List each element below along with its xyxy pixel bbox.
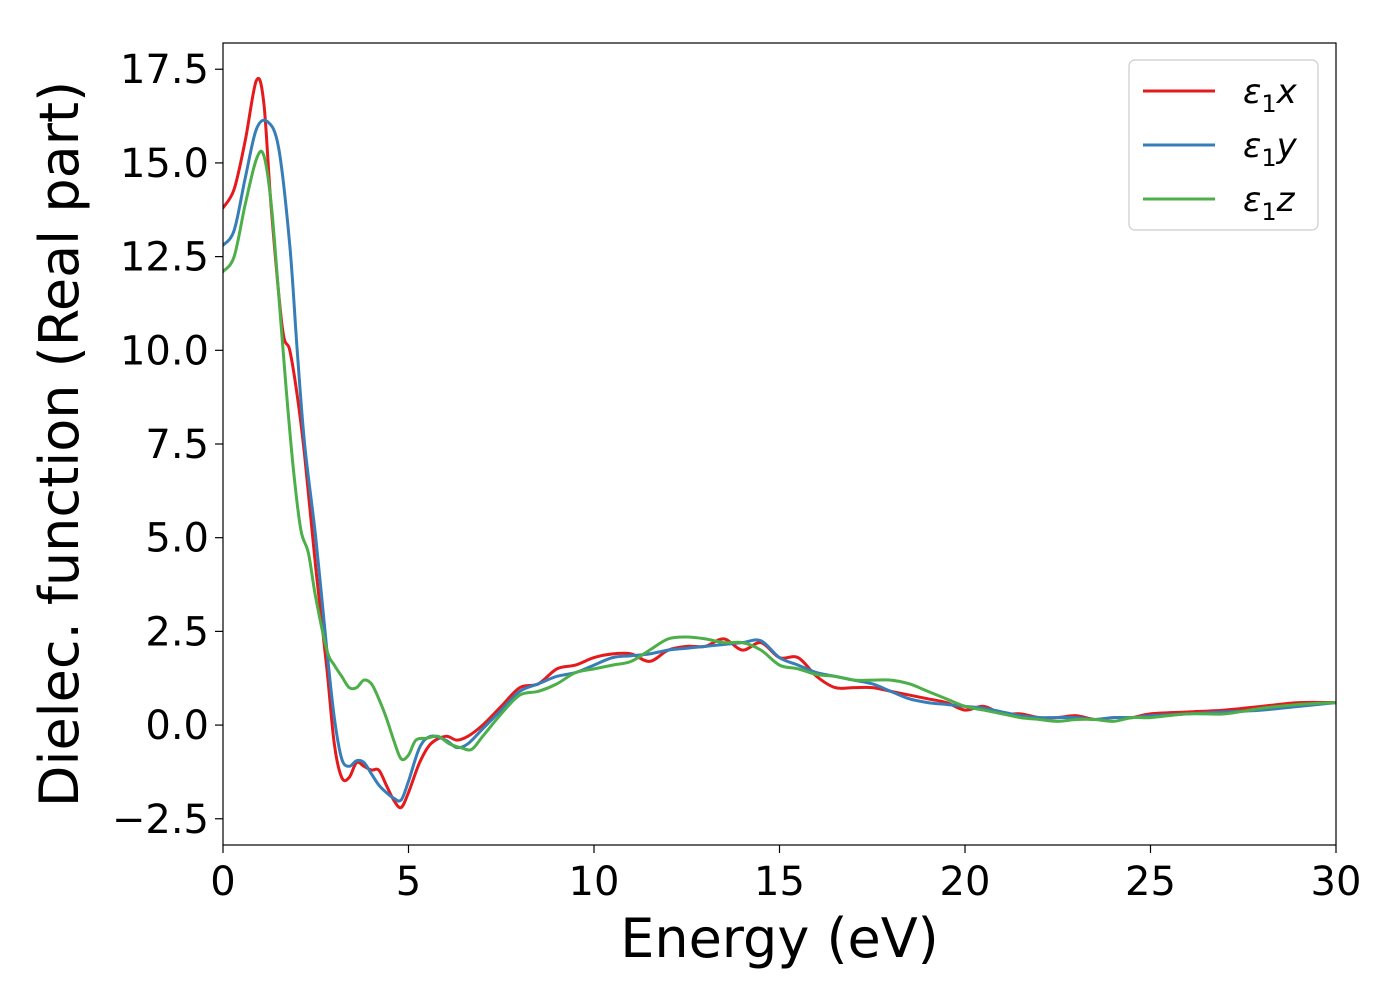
- x-tick-label: 5: [396, 859, 421, 905]
- series-line-z: [223, 149, 1336, 762]
- legend-item-x: ε1x: [1143, 72, 1298, 118]
- y-axis-label: Dielec. function (Real part): [28, 81, 91, 807]
- y-axis-ticks: −2.5 0.0 2.5 5.0 7.5 10.0 12.5 15.0 17.5: [112, 47, 223, 843]
- y-tick-label: 17.5: [120, 47, 209, 93]
- legend-item-z: ε1z: [1143, 180, 1296, 226]
- x-tick-label: 30: [1311, 859, 1362, 905]
- y-tick-label: 7.5: [145, 422, 209, 468]
- x-tick-label: 15: [754, 859, 805, 905]
- series-line-y: [223, 118, 1336, 803]
- series-layer: [223, 76, 1336, 810]
- x-tick-label: 10: [569, 859, 620, 905]
- y-tick-label: −2.5: [112, 797, 209, 843]
- y-tick-label: 0.0: [145, 703, 209, 749]
- legend-item-y: ε1y: [1143, 126, 1298, 172]
- legend-label: ε1x: [1243, 72, 1298, 118]
- x-axis-label: Energy (eV): [620, 907, 939, 970]
- x-tick-label: 20: [940, 859, 991, 905]
- x-tick-label: 0: [210, 859, 235, 905]
- y-tick-label: 15.0: [120, 141, 209, 187]
- y-tick-label: 12.5: [120, 235, 209, 281]
- y-tick-label: 2.5: [145, 609, 209, 655]
- legend-label: ε1y: [1243, 126, 1298, 172]
- y-tick-label: 10.0: [120, 328, 209, 374]
- legend-box: [1128, 59, 1319, 231]
- legend-label: ε1z: [1243, 180, 1296, 226]
- x-axis-ticks: 0 5 10 15 20 25 30: [210, 845, 1361, 905]
- x-tick-label: 25: [1125, 859, 1176, 905]
- y-tick-label: 5.0: [145, 516, 209, 562]
- legend: ε1x ε1y ε1z: [1128, 59, 1319, 231]
- legend-items: ε1x ε1y ε1z: [1143, 72, 1298, 226]
